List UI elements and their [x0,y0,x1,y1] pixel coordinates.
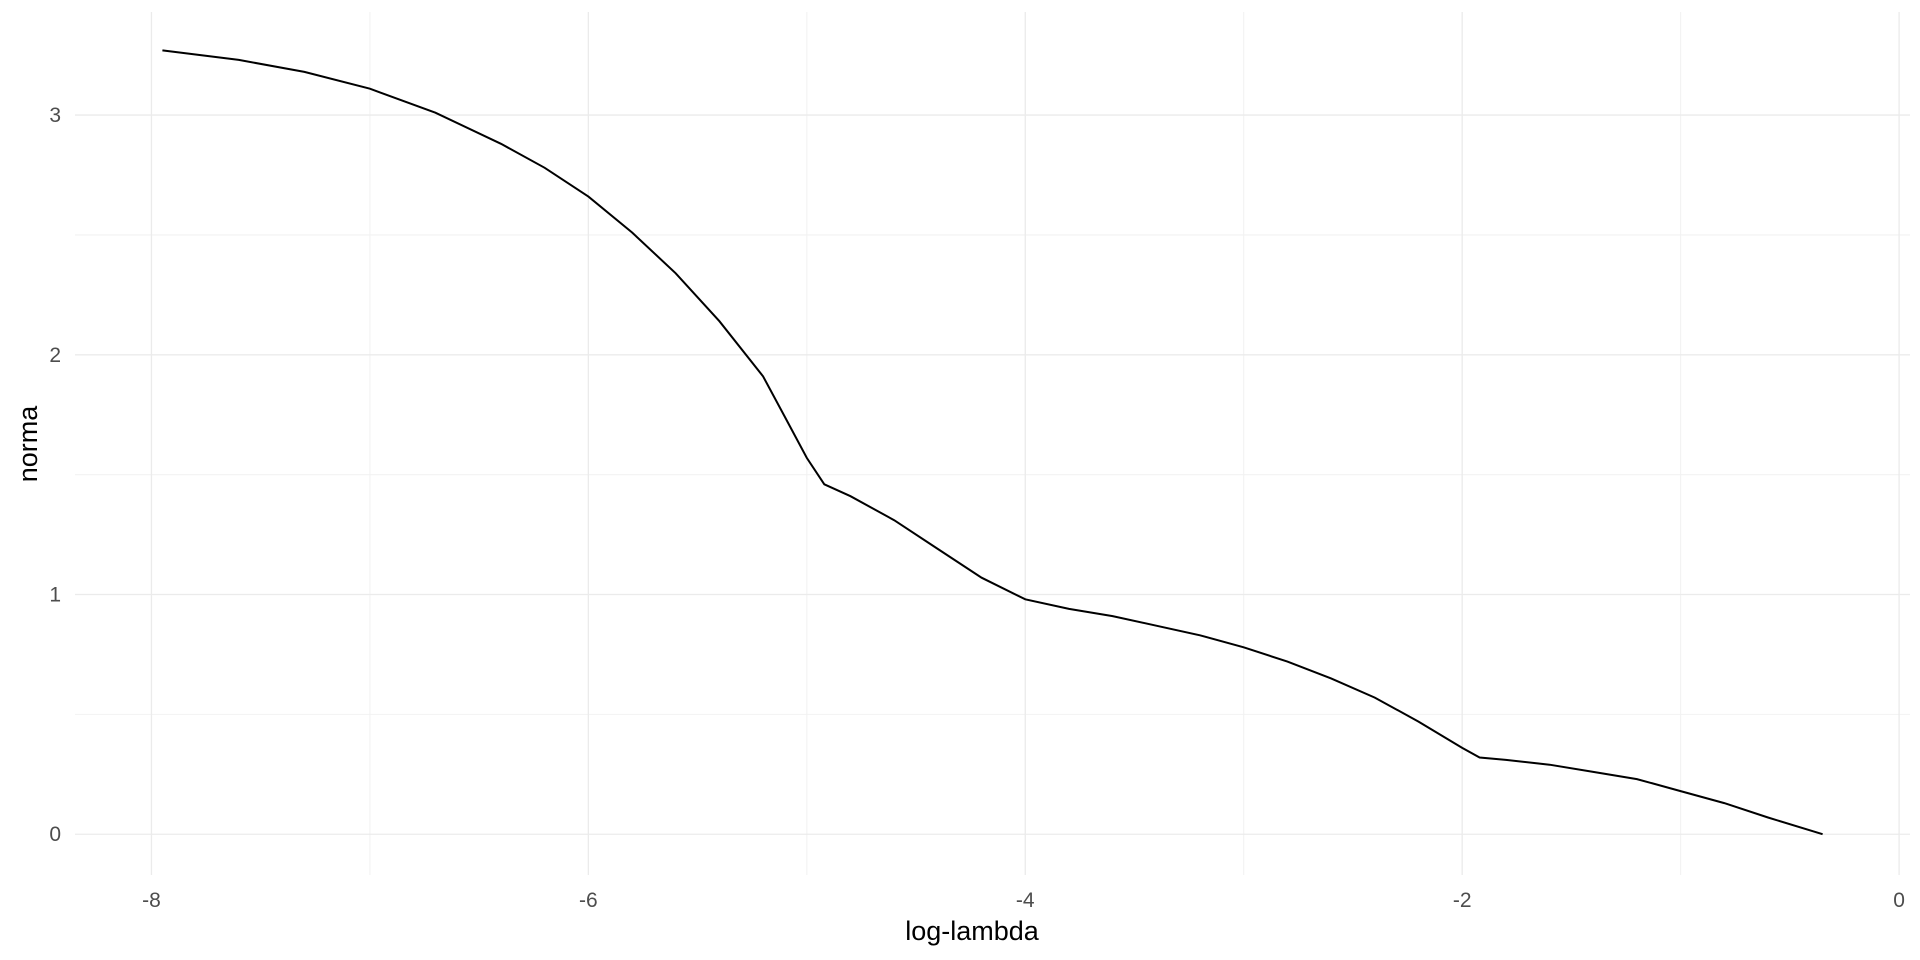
y-tick-label: 3 [49,104,61,127]
y-axis-title: norma [13,405,43,483]
x-tick-label: 0 [1893,889,1905,912]
major-gridlines [75,12,1910,875]
y-axis-tick-labels: 0 1 2 3 [49,104,61,846]
x-axis-title: log-lambda [905,916,1040,946]
minor-gridlines [75,12,1910,875]
x-tick-label: -2 [1453,889,1472,912]
y-tick-label: 1 [49,584,61,607]
series-group [162,49,1823,836]
y-tick-label: 2 [49,344,61,367]
x-tick-label: -6 [579,889,598,912]
x-tick-label: -8 [142,889,161,912]
x-tick-label: -4 [1016,889,1035,912]
x-axis-tick-labels: -8 -6 -4 -2 0 [142,889,1905,912]
y-tick-label: 0 [49,823,61,846]
series-line [162,49,1823,836]
